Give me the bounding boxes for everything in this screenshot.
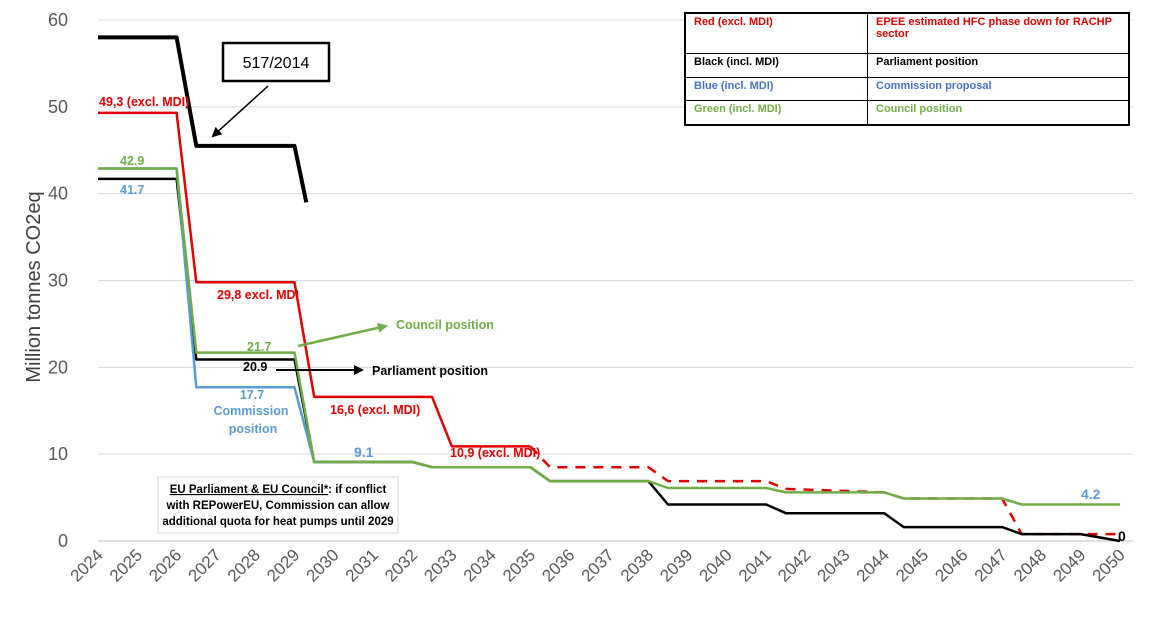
x-tick-label: 2038 bbox=[617, 545, 657, 585]
series-lines bbox=[98, 35, 1121, 543]
x-tick-label: 2029 bbox=[263, 545, 303, 585]
data-annotation: 16,6 (excl. MDI) bbox=[330, 403, 420, 417]
note-line-1: EU Parliament & EU Council*: if conflict bbox=[170, 484, 387, 496]
x-tick-label: 2045 bbox=[892, 545, 932, 585]
x-tick-label: 2035 bbox=[499, 545, 539, 585]
data-annotation: Commission bbox=[213, 404, 288, 418]
series-line bbox=[529, 445, 1120, 536]
x-tick-label: 2046 bbox=[931, 545, 971, 585]
data-annotation: 0 bbox=[1118, 528, 1126, 544]
y-axis-ticks: 0 10 20 30 40 50 60 bbox=[48, 10, 68, 551]
note-line-2: with REPowerEU, Commission can allow bbox=[165, 500, 389, 512]
x-tick-label: 2030 bbox=[302, 545, 342, 585]
data-annotation: 4.2 bbox=[1081, 486, 1101, 502]
data-annotations: 49,3 (excl. MDI) 42.9 41.7 29,8 excl. MDI 21… bbox=[99, 95, 1126, 544]
legend-table: Red (excl. MDI) EPEE estimated HFC phase … bbox=[684, 12, 1130, 126]
council-arrow bbox=[297, 322, 388, 348]
callout-box bbox=[221, 41, 331, 83]
legend-grid: Red (excl. MDI) EPEE estimated HFC phase … bbox=[685, 13, 1129, 125]
x-tick-label: 2049 bbox=[1049, 545, 1089, 585]
x-tick-label: 2044 bbox=[853, 545, 893, 585]
legend-row: Green (incl. MDI) Council position bbox=[685, 100, 1129, 125]
x-tick-label: 2028 bbox=[224, 545, 264, 585]
x-tick-label: 2040 bbox=[696, 545, 736, 585]
x-tick-label: 2043 bbox=[813, 545, 853, 585]
y-tick-label: 60 bbox=[48, 10, 68, 30]
x-tick-label: 2041 bbox=[735, 545, 775, 585]
note-underlined: EU Parliament & EU Council* bbox=[170, 484, 329, 496]
legend-row: Red (excl. MDI) EPEE estimated HFC phase … bbox=[685, 13, 1129, 54]
data-annotation: 9.1 bbox=[354, 444, 374, 460]
data-annotation: Parliament position bbox=[372, 364, 488, 378]
legend-rows: Red (excl. MDI) EPEE estimated HFC phase … bbox=[685, 13, 1129, 125]
callout-text: 517/2014 bbox=[243, 55, 310, 72]
data-annotation: 49,3 (excl. MDI) bbox=[99, 95, 189, 109]
x-tick-label: 2025 bbox=[106, 545, 146, 585]
x-tick-label: 2034 bbox=[460, 545, 500, 585]
series-line bbox=[98, 111, 531, 448]
data-annotation: 42.9 bbox=[120, 154, 144, 168]
x-tick-label: 2039 bbox=[656, 545, 696, 585]
y-tick-label: 20 bbox=[48, 357, 68, 377]
x-tick-label: 2033 bbox=[420, 545, 460, 585]
x-tick-label: 2042 bbox=[774, 545, 814, 585]
x-tick-label: 2047 bbox=[971, 545, 1011, 585]
note-line-1-rest: : if conflict bbox=[328, 484, 386, 496]
data-annotation: 17.7 bbox=[240, 388, 264, 402]
y-tick-label: 30 bbox=[48, 271, 68, 291]
legend-key: Green (incl. MDI) bbox=[685, 100, 868, 125]
x-tick-label: 2027 bbox=[185, 545, 225, 585]
note-box bbox=[157, 476, 399, 534]
data-annotation: position bbox=[229, 422, 278, 436]
legend-value: EPEE estimated HFC phase down for RACHP … bbox=[867, 13, 1129, 54]
x-tick-label: 2050 bbox=[1089, 545, 1129, 585]
y-tick-label: 0 bbox=[58, 531, 68, 551]
legend-row: Blue (incl. MDI) Commission proposal bbox=[685, 76, 1129, 102]
legend-key: Red (excl. MDI) bbox=[685, 13, 868, 54]
legend-value: Council position bbox=[867, 100, 1129, 125]
x-axis-ticks: 2024 2025 2026 2027 2028 2029 2030 2031 2032 2033… bbox=[67, 545, 1129, 585]
grid-lines bbox=[98, 19, 1133, 542]
series-line bbox=[98, 167, 1120, 506]
data-annotation: Council position bbox=[396, 318, 494, 332]
x-tick-label: 2024 bbox=[67, 545, 107, 585]
data-annotation: 29,8 excl. MDI bbox=[217, 288, 299, 302]
note-line-3: additional quota for heat pumps until 20… bbox=[162, 516, 393, 528]
y-tick-label: 40 bbox=[48, 184, 68, 204]
data-annotation: 10,9 (excl. MDI) bbox=[450, 446, 540, 460]
callout-arrow bbox=[211, 85, 269, 138]
x-tick-label: 2036 bbox=[538, 545, 578, 585]
y-tick-label: 10 bbox=[48, 444, 68, 464]
series-line bbox=[98, 35, 309, 203]
x-tick-label: 2032 bbox=[381, 545, 421, 585]
x-tick-label: 2037 bbox=[578, 545, 618, 585]
legend-value: Parliament position bbox=[867, 53, 1129, 78]
legend-value: Commission proposal bbox=[867, 76, 1129, 102]
legend-key: Blue (incl. MDI) bbox=[685, 76, 868, 102]
data-annotation: 21.7 bbox=[247, 340, 271, 354]
x-tick-label: 2031 bbox=[342, 545, 382, 585]
data-annotation: 20.9 bbox=[243, 360, 267, 374]
y-axis-label: Million tonnes CO2eq bbox=[23, 191, 45, 382]
x-tick-label: 2048 bbox=[1010, 545, 1050, 585]
data-annotation: 41.7 bbox=[120, 183, 144, 197]
legend-key: Black (incl. MDI) bbox=[685, 53, 868, 78]
x-tick-label: 2026 bbox=[145, 545, 185, 585]
legend-row: Black (incl. MDI) Parliament position bbox=[685, 53, 1129, 78]
y-tick-label: 50 bbox=[48, 97, 68, 117]
